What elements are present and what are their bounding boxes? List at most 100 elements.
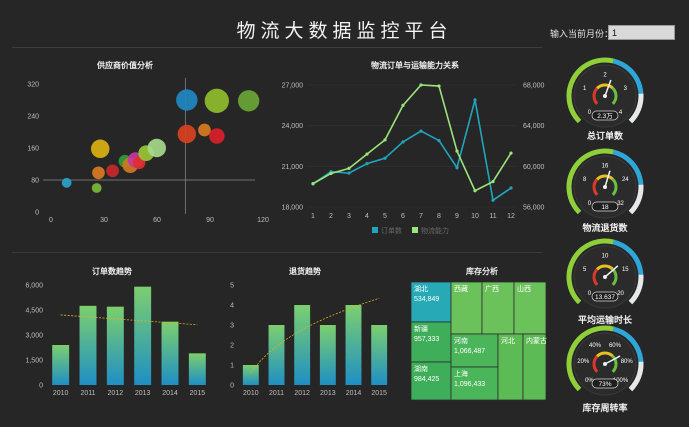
gauge-value: 2.3万 xyxy=(597,112,613,120)
gauge-return-count: 0 8 16 24 32 18 xyxy=(566,148,644,219)
gauge-needle-hub xyxy=(603,94,607,98)
orders-series-point xyxy=(383,138,387,142)
inventory-cell-name: 河北 xyxy=(501,337,515,345)
inventory-cell xyxy=(410,281,452,323)
orders-y-left-tick: 21,000 xyxy=(282,164,304,171)
inventory-cell-value: 984,425 xyxy=(414,376,439,383)
gauge-tick-label: 0 xyxy=(588,110,592,116)
orders-x-tick: 1 xyxy=(311,213,315,220)
return-trend-trendline xyxy=(250,297,380,374)
return-trend-bar xyxy=(294,305,311,385)
inventory-cell xyxy=(497,333,524,401)
inventory-cell-name: 广西 xyxy=(485,284,499,293)
orders-x-tick: 3 xyxy=(347,213,351,220)
orders-series-point xyxy=(491,198,495,202)
return-trend-bar xyxy=(371,325,388,385)
return-trend-y-tick: 3 xyxy=(230,323,234,330)
orders-y-right-tick: 60,000 xyxy=(523,164,545,171)
gauge-inventory-turnover: 0% 20% 40% 60% 80% 100%73% xyxy=(566,325,644,396)
orders-x-tick: 7 xyxy=(419,213,423,220)
gauge-outer-arc xyxy=(566,57,614,124)
gauge-tick-label: 0% xyxy=(585,378,594,384)
orders-x-tick: 11 xyxy=(489,213,496,220)
orders-y-left-tick: 24,000 xyxy=(282,123,304,130)
orders-series-point xyxy=(509,186,513,190)
supplier-x-tick: 90 xyxy=(206,217,214,224)
orders-x-tick: 10 xyxy=(471,213,479,220)
order-trend-y-tick: 0 xyxy=(39,383,43,390)
orders-series-line xyxy=(312,99,512,202)
orders-series-point xyxy=(419,83,423,87)
gauge-tick-label: 8 xyxy=(583,177,587,183)
gauge-inner-arc xyxy=(596,174,614,181)
gauge-value-box xyxy=(591,378,619,389)
inventory-cell-name: 山西 xyxy=(517,284,531,293)
orders-series-point xyxy=(401,103,405,107)
gauge-inner-arc xyxy=(611,354,618,373)
gauge-outer-arc xyxy=(566,148,614,215)
orders-series-point xyxy=(473,98,477,102)
supplier-bubble xyxy=(147,138,167,158)
return-trend-x-tick: 2012 xyxy=(294,390,310,397)
orders-series-point xyxy=(401,140,405,144)
orders-series-line xyxy=(312,84,512,192)
inventory-cell-name: 河南 xyxy=(454,336,468,345)
inventory-cell xyxy=(481,281,515,335)
gauge-tick-label: 20% xyxy=(577,359,590,365)
inventory-cell-name: 湖北 xyxy=(414,284,428,293)
supplier-x-tick: 120 xyxy=(257,217,269,224)
inventory-cell-value: 534,849 xyxy=(414,296,439,303)
inventory-cell xyxy=(410,361,452,401)
month-input[interactable] xyxy=(608,25,675,40)
orders-series-point xyxy=(383,156,387,160)
supplier-x-tick: 60 xyxy=(153,217,161,224)
return-trend-y-tick: 2 xyxy=(230,343,234,350)
order-trend-x-tick: 2012 xyxy=(108,390,124,397)
orders-series-point xyxy=(347,166,351,170)
gauge-value-box xyxy=(591,110,619,121)
gauge-needle-hub xyxy=(603,362,607,366)
gauge-tick-label: 40% xyxy=(589,343,602,349)
gauge-outer-arc xyxy=(628,361,644,392)
gauge-inner-arc xyxy=(596,264,614,271)
supplier-y-tick: 160 xyxy=(27,146,39,153)
gauge-tick-label: 3 xyxy=(624,86,628,92)
section-divider xyxy=(12,252,542,253)
order-trend-x-tick: 2013 xyxy=(135,390,151,397)
orders-legend-label: 订单数 xyxy=(381,226,402,235)
supplier-y-tick: 80 xyxy=(31,178,39,185)
supplier-bubble xyxy=(92,166,105,180)
gauge-label-total-orders: 总订单数 xyxy=(586,131,623,141)
return-trend-x-tick: 2011 xyxy=(269,390,284,397)
orders-y-right-tick: 68,000 xyxy=(523,83,545,90)
order-trend-x-tick: 2014 xyxy=(162,390,178,397)
gauge-inner-arc xyxy=(611,86,618,105)
supplier-bubble xyxy=(209,128,225,144)
gauge-tick-label: 1 xyxy=(583,86,587,92)
orders-series-point xyxy=(455,166,459,170)
return-trend-bar xyxy=(242,365,259,385)
orders-series-point xyxy=(365,162,369,166)
orders-legend-swatch xyxy=(372,227,378,233)
inventory-cell-value: 1,066,487 xyxy=(454,348,485,355)
return-trend-x-tick: 2014 xyxy=(346,390,362,397)
orders-y-right-tick: 56,000 xyxy=(523,205,545,212)
inventory-cell-value: 1,096,433 xyxy=(454,381,485,388)
supplier-bubble xyxy=(177,124,197,144)
orders-x-tick: 8 xyxy=(437,213,441,220)
supplier-x-tick: 0 xyxy=(49,217,53,224)
gauge-total-orders: 0 1 2 3 4 2.3万 xyxy=(566,57,644,128)
inventory-cell xyxy=(450,333,499,368)
orders-x-tick: 2 xyxy=(329,213,333,220)
orders-series-point xyxy=(347,171,351,175)
return-trend-bar xyxy=(319,325,336,385)
orders-series-point xyxy=(509,151,513,155)
order-trend-y-tick: 4,500 xyxy=(25,308,43,315)
order-trend-y-tick: 1,500 xyxy=(25,358,43,365)
gauge-outer-arc xyxy=(566,238,614,305)
supplier-bubble xyxy=(204,88,229,113)
month-input-label: 输入当前月份： xyxy=(550,29,614,39)
gauge-needle-hub xyxy=(603,185,607,189)
order-trend-x-tick: 2010 xyxy=(53,390,69,397)
